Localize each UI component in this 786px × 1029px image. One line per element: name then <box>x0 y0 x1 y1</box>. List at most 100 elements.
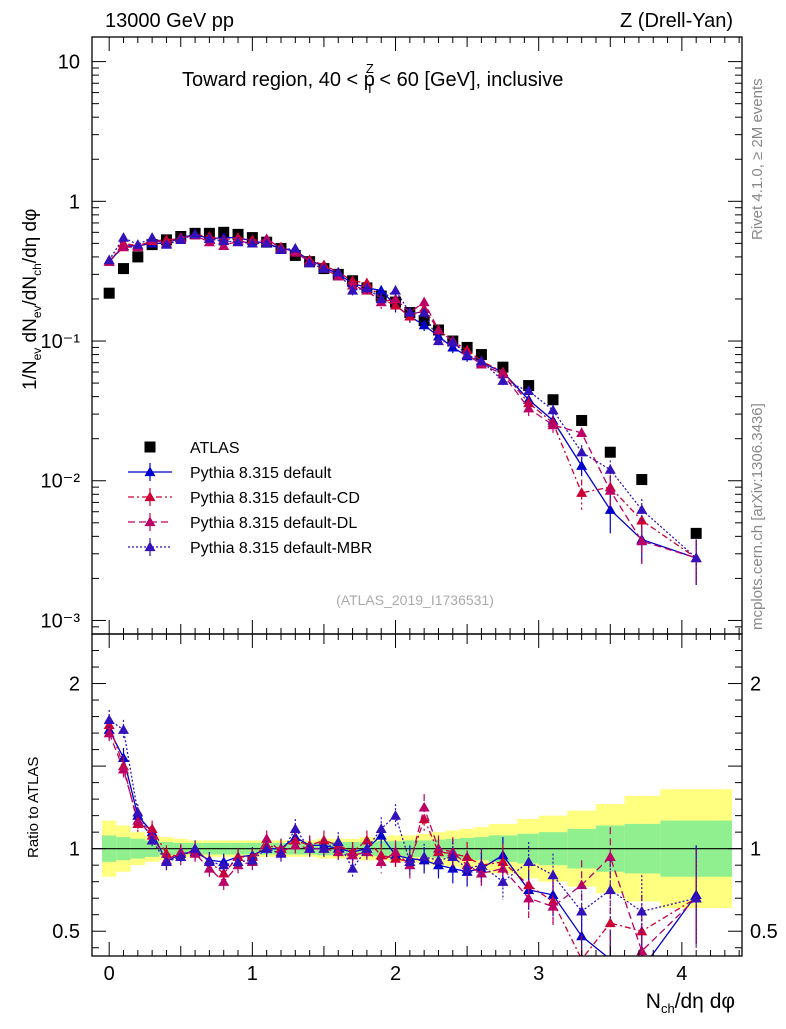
atlas-data-point <box>576 414 588 426</box>
mc-data-point <box>547 404 559 415</box>
mc-data-point <box>432 335 444 346</box>
main-ylabel: 1/Nev dNev/dNch/dη dφ <box>20 209 44 390</box>
ratio-data-point <box>390 810 402 820</box>
ratio-data-point <box>547 869 559 880</box>
ratio-data-point <box>132 806 144 817</box>
ratio-ylabel: Ratio to ATLAS <box>25 757 42 858</box>
ratio-data-point <box>604 884 616 895</box>
atlas-data-point <box>547 394 559 406</box>
ratio-data-point <box>432 854 444 865</box>
mc-data-point <box>318 263 330 273</box>
ratio-data-point <box>418 801 430 812</box>
ratio-data-point <box>132 815 144 825</box>
ratio-data-point <box>347 849 359 860</box>
ratio-data-point <box>461 862 473 873</box>
mc-data-point <box>132 239 144 249</box>
ratio-data-point <box>203 862 215 873</box>
mc-data-point <box>447 336 459 347</box>
x-tick-label: 1 <box>247 963 258 985</box>
ratio-data-point <box>375 823 387 833</box>
x-tick-label: 2 <box>390 963 401 985</box>
ratio-data-point <box>390 846 402 857</box>
ratio-data-point <box>146 834 158 845</box>
ratio-data-point <box>203 856 215 867</box>
ratio-data-point <box>103 727 115 738</box>
legend-marker <box>144 491 156 502</box>
mc-data-point <box>332 266 344 277</box>
ratio-data-point <box>160 856 172 867</box>
ratio-data-point <box>547 900 559 911</box>
mc-data-point <box>475 355 487 366</box>
legend-marker <box>144 466 156 477</box>
mc-data-point <box>390 284 402 295</box>
x-tick-label: 4 <box>676 963 687 985</box>
ratio-data-point <box>347 862 359 873</box>
ratio-data-point <box>246 854 258 865</box>
ratio-y-tick-label-right: 0.5 <box>750 921 778 943</box>
ratio-frame <box>91 633 743 957</box>
x-tick-label: 0 <box>104 963 115 985</box>
axes: 10⁻³ 10⁻² 10⁻¹ 1 10 0 1 2 3 4 0.5 0.5 1 1 2 2 <box>41 36 778 985</box>
panel-title-sub: T <box>366 81 374 96</box>
ratio-data-point <box>175 851 187 862</box>
mc-data-point <box>418 296 430 307</box>
mc-data-point <box>604 485 616 495</box>
mcplots-label: mcplots.cern.ch [arXiv:1306.3436] <box>749 403 766 630</box>
ratio-data-point <box>218 876 230 886</box>
mc-data-point <box>304 257 316 268</box>
main-y-tick-label: 10⁻¹ <box>41 331 81 353</box>
ratio-data-point <box>404 856 416 867</box>
ratio-data-layer <box>92 709 742 956</box>
mc-data-point <box>375 293 387 304</box>
mc-data-point <box>576 427 588 438</box>
panel-title-prefix: Toward region, 40 < p <box>182 69 375 91</box>
legend-label: ATLAS <box>190 440 240 457</box>
ratio-data-point <box>232 856 244 867</box>
ratio-data-point <box>690 892 702 903</box>
legend-label: Pythia 8.315 default <box>190 465 332 482</box>
panel-title-sup: Z <box>366 61 374 76</box>
mc-data-point <box>497 375 509 385</box>
mc-data-point <box>390 293 402 304</box>
mc-data-point <box>636 504 648 514</box>
mc-data-point <box>146 232 158 242</box>
mc-data-point <box>189 228 201 239</box>
atlas-data-point <box>103 287 115 299</box>
mc-data-point <box>261 237 273 248</box>
ratio-data-point <box>304 843 316 853</box>
main-data-layer <box>103 226 702 585</box>
legend-label: Pythia 8.315 default-DL <box>190 515 357 532</box>
ratio-data-point <box>523 892 535 903</box>
legend-label: Pythia 8.315 default-CD <box>190 490 360 507</box>
ratio-data-point <box>332 836 344 847</box>
mc-data-point <box>432 324 444 335</box>
mc-data-point <box>576 446 588 457</box>
ratio-data-point <box>475 859 487 870</box>
ratio-data-point <box>497 856 509 867</box>
mc-data-point <box>203 233 215 243</box>
ratio-data-point <box>576 879 588 890</box>
mc-data-point <box>117 232 129 242</box>
x-tick-label: 3 <box>533 963 544 985</box>
mc-data-point <box>347 284 359 295</box>
ratio-data-point <box>604 851 616 862</box>
mc-data-point <box>246 237 258 248</box>
mc-data-point <box>690 552 702 563</box>
ratio-data-point <box>289 823 301 833</box>
atlas-data-point <box>604 446 616 458</box>
ratio-data-point <box>175 846 187 857</box>
ratio-y-tick-label: 0.5 <box>52 921 80 943</box>
ratio-data-point <box>375 856 387 867</box>
x-axis-label: Nch/dη dφ <box>646 990 735 1016</box>
ratio-data-point <box>232 851 244 862</box>
mc-data-point <box>576 460 588 470</box>
ratio-data-point <box>261 843 273 853</box>
mc-data-point <box>117 241 129 252</box>
mc-data-point <box>523 402 535 413</box>
main-y-tick-label: 10⁻² <box>41 471 81 493</box>
mc-data-point <box>218 235 230 246</box>
mc-data-point <box>604 464 616 474</box>
main-y-tick-label: 1 <box>69 191 80 213</box>
